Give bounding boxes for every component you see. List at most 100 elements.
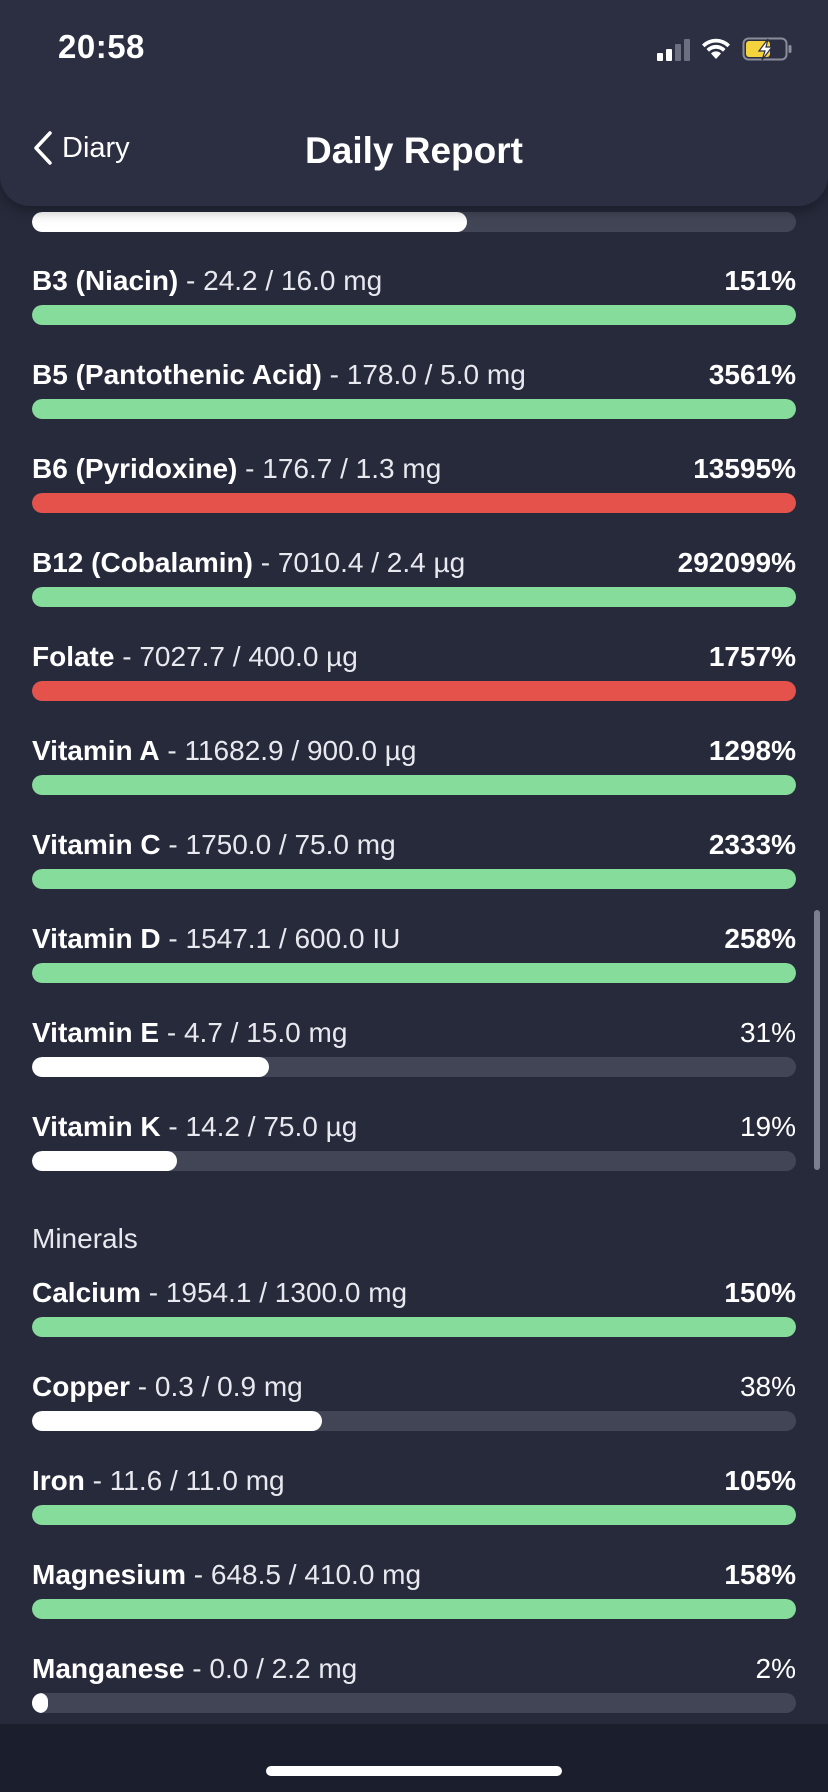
- nutrient-percent: 105%: [724, 1465, 796, 1496]
- nutrient-row: Vitamin E - 4.7 / 15.0 mg 31%: [32, 1017, 796, 1097]
- nutrient-amount: - 648.5 / 410.0 mg: [186, 1559, 422, 1590]
- nutrient-row: Magnesium - 648.5 / 410.0 mg 158%: [32, 1559, 796, 1639]
- nutrient-label: Copper - 0.3 / 0.9 mg: [32, 1371, 303, 1403]
- nutrient-percent: 38%: [739, 1371, 796, 1402]
- nutrient-progress-bar: [32, 869, 796, 889]
- nutrient-name: Magnesium: [32, 1559, 187, 1590]
- home-indicator[interactable]: [266, 1766, 562, 1776]
- nutrient-row: Folate - 7027.7 / 400.0 µg 1757%: [32, 641, 796, 721]
- nutrient-progress-fill: [32, 1317, 796, 1337]
- minerals-heading: Minerals: [32, 1223, 138, 1254]
- scrollbar[interactable]: [814, 910, 820, 1170]
- nutrient-name: B5 (Pantothenic Acid): [32, 359, 322, 390]
- nutrient-amount: - 4.7 / 15.0 mg: [159, 1017, 348, 1048]
- partial-progress-fill: [32, 212, 468, 232]
- nutrient-name: Iron: [32, 1465, 85, 1496]
- nutrient-percent: 31%: [739, 1017, 796, 1048]
- nutrient-progress-bar: [32, 1057, 796, 1077]
- nutrient-amount: - 1547.1 / 600.0 IU: [160, 923, 401, 954]
- nutrient-name: Calcium: [32, 1277, 141, 1308]
- nutrient-row: Vitamin C - 1750.0 / 75.0 mg 2333%: [32, 829, 796, 909]
- nutrient-percent: 151%: [724, 265, 796, 296]
- nutrient-percent: 1757%: [708, 641, 796, 672]
- nutrient-progress-bar: [32, 587, 796, 607]
- nutrient-percent: 13595%: [693, 453, 796, 484]
- status-icons: [657, 36, 794, 62]
- bottom-safe-area: [0, 1724, 828, 1792]
- nutrient-progress-fill: [32, 963, 796, 983]
- nutrient-progress-bar: [32, 493, 796, 513]
- nutrient-progress-fill: [32, 869, 796, 889]
- nutrient-row: Manganese - 0.0 / 2.2 mg 2%: [32, 1653, 796, 1733]
- nutrient-label: B3 (Niacin) - 24.2 / 16.0 mg: [32, 265, 382, 297]
- nutrient-progress-bar: [32, 681, 796, 701]
- nutrient-progress-bar: [32, 1317, 796, 1337]
- nutrient-name: B12 (Cobalamin): [32, 547, 253, 578]
- nutrient-row: B12 (Cobalamin) - 7010.4 / 2.4 µg 292099%: [32, 547, 796, 627]
- nutrient-label: Vitamin D - 1547.1 / 600.0 IU: [32, 923, 400, 955]
- nutrient-row: Iron - 11.6 / 11.0 mg 105%: [32, 1465, 796, 1545]
- nutrient-progress-fill: [32, 399, 796, 419]
- partial-progress-bar: [32, 212, 796, 232]
- nutrient-label: Vitamin E - 4.7 / 15.0 mg: [32, 1017, 347, 1049]
- nutrient-percent: 2%: [755, 1653, 796, 1684]
- nutrient-progress-bar: [32, 305, 796, 325]
- nutrient-percent: 158%: [724, 1559, 796, 1590]
- nutrient-progress-fill: [32, 681, 796, 701]
- nutrient-row: Calcium - 1954.1 / 1300.0 mg 150%: [32, 1277, 796, 1357]
- battery-charging-icon: [742, 37, 792, 61]
- nutrient-progress-fill: [32, 305, 796, 325]
- nutrient-progress-fill: [32, 1599, 796, 1619]
- nutrient-label: B5 (Pantothenic Acid) - 178.0 / 5.0 mg: [32, 359, 526, 391]
- nutrient-percent: 2333%: [708, 829, 796, 860]
- nutrient-amount: - 178.0 / 5.0 mg: [321, 359, 526, 390]
- nutrient-amount: - 11.6 / 11.0 mg: [84, 1465, 285, 1496]
- back-button[interactable]: Diary: [32, 130, 130, 166]
- nutrient-row: Vitamin A - 11682.9 / 900.0 µg 1298%: [32, 735, 796, 815]
- status-time: 20:58: [58, 28, 145, 65]
- nutrient-row: Copper - 0.3 / 0.9 mg 38%: [32, 1371, 796, 1451]
- nutrient-row: B6 (Pyridoxine) - 176.7 / 1.3 mg 13595%: [32, 453, 796, 533]
- nutrient-progress-bar: [32, 775, 796, 795]
- nutrient-label: Calcium - 1954.1 / 1300.0 mg: [32, 1277, 407, 1309]
- nutrient-progress-fill: [32, 775, 796, 795]
- nutrient-name: Vitamin E: [32, 1017, 160, 1048]
- nutrient-label: Magnesium - 648.5 / 410.0 mg: [32, 1559, 421, 1591]
- nutrient-name: Folate: [32, 641, 115, 672]
- chevron-left-icon: [34, 131, 52, 165]
- nutrient-label: Iron - 11.6 / 11.0 mg: [32, 1465, 285, 1497]
- nutrient-name: B3 (Niacin): [32, 265, 179, 296]
- nutrient-label: Vitamin A - 11682.9 / 900.0 µg: [32, 735, 417, 767]
- nutrient-amount: - 1750.0 / 75.0 mg: [160, 829, 396, 860]
- app-header: 20:58 Diary Daily Report: [0, 0, 828, 206]
- nutrient-amount: - 176.7 / 1.3 mg: [237, 453, 442, 484]
- nutrient-progress-fill: [32, 1505, 796, 1525]
- nutrient-progress-bar: [32, 1411, 796, 1431]
- nutrient-percent: 258%: [724, 923, 796, 954]
- nutrient-percent: 1298%: [708, 735, 796, 766]
- nutrient-name: Manganese: [32, 1653, 185, 1684]
- nutrient-row: Vitamin D - 1547.1 / 600.0 IU 258%: [32, 923, 796, 1003]
- nutrient-percent: 3561%: [708, 359, 796, 390]
- nutrient-progress-bar: [32, 399, 796, 419]
- nutrient-amount: - 1954.1 / 1300.0 mg: [140, 1277, 408, 1308]
- nutrient-amount: - 0.0 / 2.2 mg: [184, 1653, 358, 1684]
- nutrient-progress-fill: [32, 1411, 323, 1431]
- nutrient-percent: 19%: [739, 1111, 796, 1142]
- nutrient-progress-bar: [32, 1505, 796, 1525]
- nutrient-label: Manganese - 0.0 / 2.2 mg: [32, 1653, 357, 1685]
- nutrient-amount: - 0.3 / 0.9 mg: [130, 1371, 303, 1402]
- nutrient-progress-fill: [32, 1693, 48, 1713]
- nutrient-name: Vitamin D: [32, 923, 161, 954]
- nutrient-progress-bar: [32, 1693, 796, 1713]
- nutrient-progress-fill: [32, 493, 796, 513]
- nutrient-progress-bar: [32, 1151, 796, 1171]
- nutrient-label: B6 (Pyridoxine) - 176.7 / 1.3 mg: [32, 453, 441, 485]
- nutrient-name: Vitamin A: [32, 735, 160, 766]
- back-label: Diary: [62, 131, 130, 164]
- nutrient-percent: 150%: [724, 1277, 796, 1308]
- nutrient-amount: - 11682.9 / 900.0 µg: [159, 735, 417, 766]
- nutrient-name: Vitamin C: [32, 829, 161, 860]
- nutrient-amount: - 7010.4 / 2.4 µg: [252, 547, 466, 578]
- nutrient-row: B5 (Pantothenic Acid) - 178.0 / 5.0 mg 35…: [32, 359, 796, 439]
